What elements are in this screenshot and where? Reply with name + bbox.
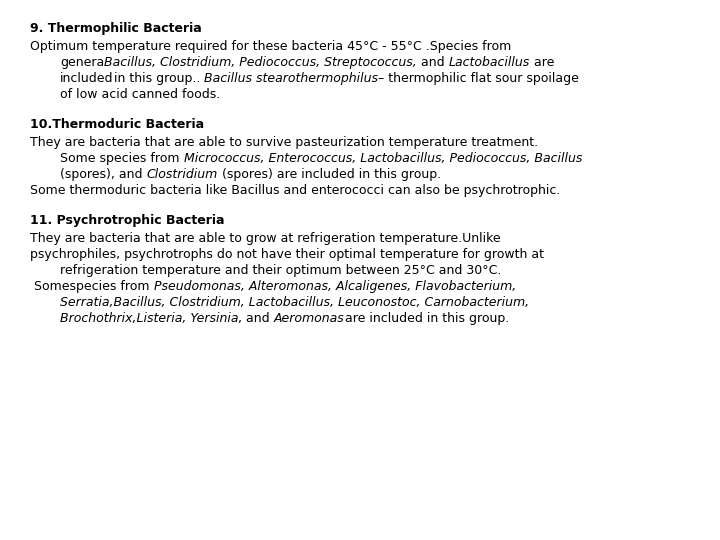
Text: are included in this group.: are included in this group. xyxy=(345,312,509,325)
Text: Brochothrix,Listeria, Yersinia: Brochothrix,Listeria, Yersinia xyxy=(60,312,238,325)
Text: Pseudomonas, Alteromonas, Alcaligenes, Flavobacterium,: Pseudomonas, Alteromonas, Alcaligenes, F… xyxy=(153,280,516,293)
Text: Clostridium: Clostridium xyxy=(146,168,217,181)
Text: – thermophilic flat sour spoilage: – thermophilic flat sour spoilage xyxy=(378,72,579,85)
Text: Some species from: Some species from xyxy=(60,152,184,165)
Text: are: are xyxy=(530,56,554,69)
Text: and: and xyxy=(417,56,449,69)
Text: (spores) are included in this group.: (spores) are included in this group. xyxy=(217,168,441,181)
Text: genera: genera xyxy=(60,56,104,69)
Text: Serratia,Bacillus, Clostridium, Lactobacillus, Leuconostoc, Carnobacterium,: Serratia,Bacillus, Clostridium, Lactobac… xyxy=(60,296,529,309)
Text: Bacillus, Clostridium, Pediococcus, Streptococcus,: Bacillus, Clostridium, Pediococcus, Stre… xyxy=(104,56,417,69)
Text: Bacillus stearothermophilus: Bacillus stearothermophilus xyxy=(204,72,378,85)
Text: Lactobacillus: Lactobacillus xyxy=(449,56,530,69)
Text: of low acid canned foods.: of low acid canned foods. xyxy=(60,88,220,101)
Text: 11. Psychrotrophic Bacteria: 11. Psychrotrophic Bacteria xyxy=(30,214,225,227)
Text: They are bacteria that are able to survive pasteurization temperature treatment.: They are bacteria that are able to survi… xyxy=(30,136,538,149)
Text: (spores), and: (spores), and xyxy=(60,168,146,181)
Text: Optimum temperature required for these bacteria 45°C - 55°C .Species from: Optimum temperature required for these b… xyxy=(30,40,511,53)
Text: 9. Thermophilic Bacteria: 9. Thermophilic Bacteria xyxy=(30,22,202,35)
Text: Some thermoduric bacteria like Bacillus and enterococci can also be psychrotroph: Some thermoduric bacteria like Bacillus … xyxy=(30,184,560,197)
Text: psychrophiles, psychrotrophs do not have their optimal temperature for growth at: psychrophiles, psychrotrophs do not have… xyxy=(30,248,544,261)
Text: They are bacteria that are able to grow at refrigeration temperature.Unlike: They are bacteria that are able to grow … xyxy=(30,232,500,245)
Text: 10.Thermoduric Bacteria: 10.Thermoduric Bacteria xyxy=(30,118,204,131)
Text: , and: , and xyxy=(238,312,274,325)
Text: Micrococcus, Enterococcus, Lactobacillus, Pediococcus, Bacillus: Micrococcus, Enterococcus, Lactobacillus… xyxy=(184,152,582,165)
Text: refrigeration temperature and their optimum between 25°C and 30°C.: refrigeration temperature and their opti… xyxy=(60,264,501,277)
Text: in this group..: in this group.. xyxy=(114,72,204,85)
Text: Aeromonas: Aeromonas xyxy=(274,312,345,325)
Text: Somespecies from: Somespecies from xyxy=(30,280,153,293)
Text: included: included xyxy=(60,72,114,85)
